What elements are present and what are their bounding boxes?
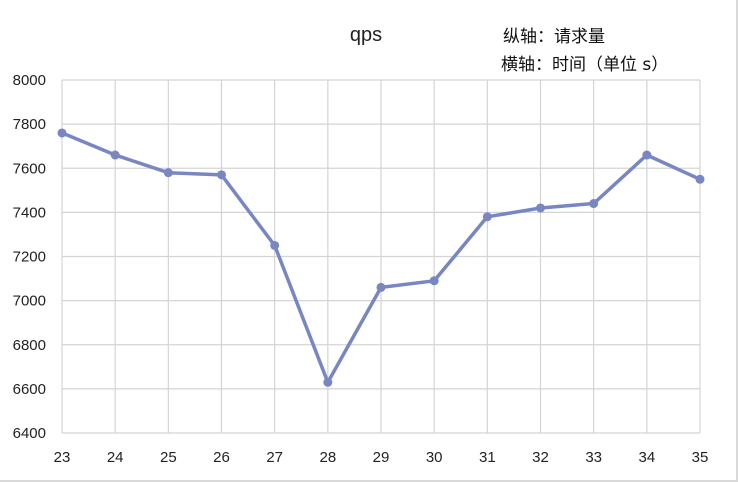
frame-right-edge	[736, 0, 738, 482]
x-tick-label: 28	[319, 449, 336, 466]
x-tick-label: 31	[479, 449, 496, 466]
x-tick-label: 30	[426, 449, 443, 466]
y-tick-label: 6800	[13, 337, 46, 354]
data-point	[163, 168, 173, 178]
grid-lines	[61, 79, 701, 434]
x-tick-label: 27	[266, 449, 283, 466]
x-tick-label: 35	[692, 449, 709, 466]
data-point	[536, 203, 545, 213]
data-point	[482, 212, 492, 222]
y-tick-label: 8000	[13, 72, 46, 89]
x-tick-label: 34	[638, 449, 655, 466]
y-tick-label: 7600	[13, 160, 46, 177]
data-point	[110, 150, 120, 160]
data-point	[217, 170, 226, 180]
x-tick-label: 29	[373, 449, 390, 466]
x-tick-label: 23	[54, 449, 71, 466]
y-axis-note: 纵轴：请求量	[503, 27, 605, 47]
x-tick-label: 25	[160, 449, 177, 466]
data-point	[695, 174, 705, 184]
data-point	[642, 150, 652, 160]
x-tick-label: 26	[213, 449, 230, 466]
data-point	[57, 128, 67, 138]
chart-title: qps	[350, 24, 382, 46]
data-point	[589, 199, 599, 209]
x-axis-note: 横轴：时间（单位 s）	[501, 55, 668, 75]
y-axis-ticks: 6400 6600 6800 7000 7200 7400 7600 7800 8000	[13, 72, 46, 442]
y-tick-label: 6600	[13, 381, 46, 398]
x-tick-label: 33	[585, 449, 602, 466]
x-axis-ticks: 23 24 25 26 27 28 29 30 31 32 33 34 35	[54, 449, 709, 466]
frame-bottom-edge	[0, 480, 738, 482]
y-tick-label: 7400	[13, 204, 46, 221]
series-layer	[57, 128, 705, 387]
data-point	[376, 282, 386, 292]
data-point	[323, 377, 333, 387]
x-tick-label: 32	[532, 449, 549, 466]
y-tick-label: 7800	[13, 116, 46, 133]
data-point	[429, 276, 439, 286]
y-tick-label: 7000	[13, 293, 46, 310]
x-tick-label: 24	[107, 449, 124, 466]
y-tick-label: 6400	[13, 425, 46, 442]
y-tick-label: 7200	[13, 249, 46, 266]
data-point	[270, 240, 280, 250]
